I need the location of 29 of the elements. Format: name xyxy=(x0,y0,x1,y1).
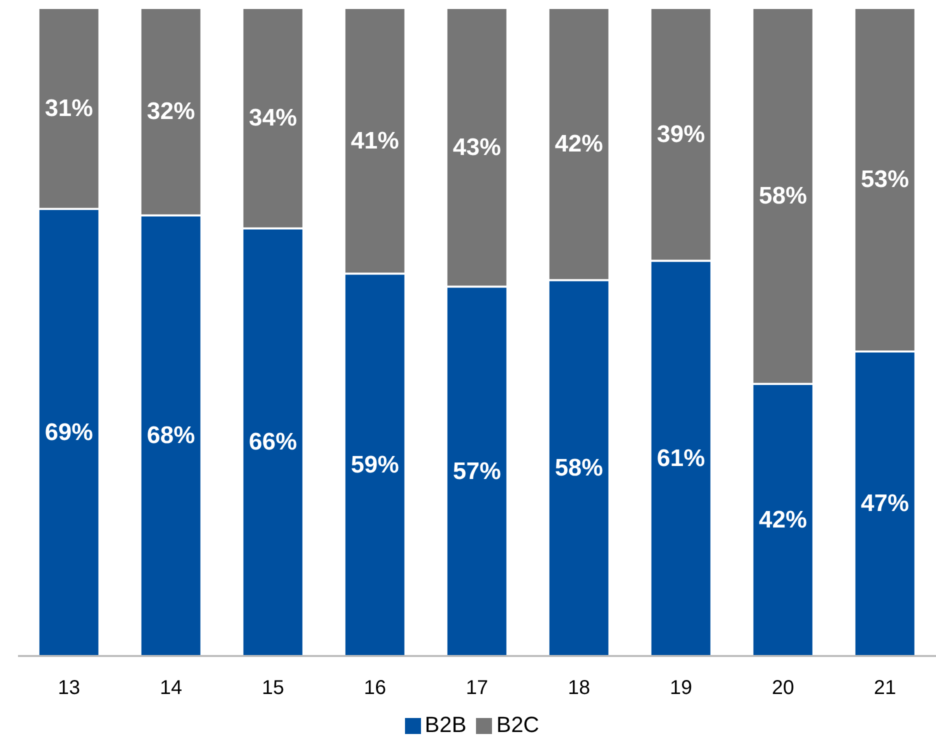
data-label: 58% xyxy=(554,454,603,482)
x-tick-label: 16 xyxy=(364,677,386,700)
x-tick-label: 21 xyxy=(874,677,896,700)
data-label: 58% xyxy=(758,182,807,210)
x-tick-label: 17 xyxy=(466,677,488,700)
x-tick-label: 20 xyxy=(772,677,794,700)
data-label: 68% xyxy=(146,422,195,450)
data-label: 32% xyxy=(146,98,195,126)
data-label: 66% xyxy=(248,428,297,456)
data-label: 39% xyxy=(656,120,705,148)
data-label: 42% xyxy=(554,130,603,158)
x-tick-label: 19 xyxy=(670,677,692,700)
data-label: 42% xyxy=(758,506,807,534)
data-label: 53% xyxy=(860,166,909,194)
data-label: 47% xyxy=(860,490,909,518)
data-label: 57% xyxy=(452,458,501,485)
x-tick-label: 18 xyxy=(568,677,590,700)
data-label: 41% xyxy=(350,127,399,154)
data-label: 61% xyxy=(656,444,705,472)
legend-label: B2C xyxy=(496,712,540,737)
legend-label: B2B xyxy=(424,712,466,737)
data-label: 69% xyxy=(44,418,93,446)
data-label: 59% xyxy=(350,451,399,478)
data-label: 34% xyxy=(248,104,297,132)
x-tick-label: 15 xyxy=(262,677,284,700)
x-tick-label: 13 xyxy=(58,677,80,700)
data-label: 31% xyxy=(44,94,93,122)
x-tick-label: 14 xyxy=(160,677,182,700)
data-label: 43% xyxy=(452,134,501,161)
